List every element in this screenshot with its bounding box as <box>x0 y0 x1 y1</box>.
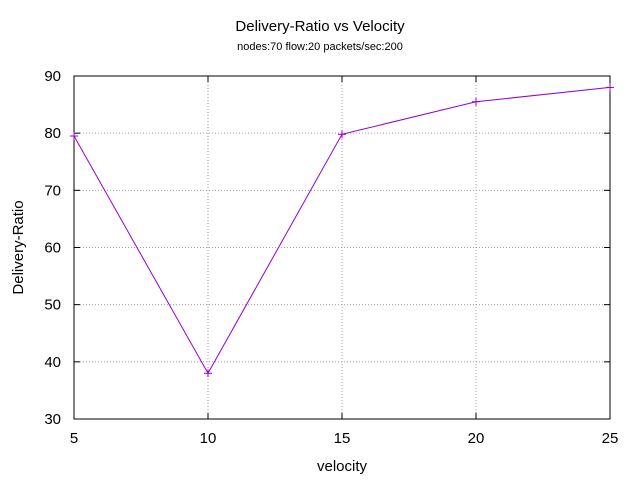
data-point-marker <box>204 369 212 378</box>
x-tick-label: 5 <box>70 430 78 447</box>
grid-lines <box>74 76 610 419</box>
data-point-marker <box>606 83 614 92</box>
y-tick-label: 60 <box>44 240 61 257</box>
series-layer <box>70 83 614 378</box>
data-point-marker <box>472 97 480 106</box>
y-tick-label: 40 <box>44 354 61 371</box>
y-tick-label: 90 <box>44 68 61 85</box>
data-point-marker <box>70 132 78 141</box>
y-tick-label: 30 <box>44 411 61 428</box>
x-tick-label: 10 <box>200 430 217 447</box>
x-tick-label: 25 <box>602 430 619 447</box>
y-tick-label: 80 <box>44 125 61 142</box>
x-tick-label: 20 <box>468 430 485 447</box>
y-axis-label: Delivery-Ratio <box>10 200 27 294</box>
x-tick-label: 15 <box>334 430 351 447</box>
y-tick-label: 70 <box>44 182 61 199</box>
x-axis-label: velocity <box>317 458 368 475</box>
chart-subtitle: nodes:70 flow:20 packets/sec:200 <box>237 41 403 53</box>
chart-title: Delivery-Ratio vs Velocity <box>235 18 405 35</box>
y-tick-label: 50 <box>44 297 61 314</box>
data-point-marker <box>338 130 346 139</box>
axis-ticks: 5 10 15 20 25 30 40 50 60 70 80 90 <box>44 68 618 447</box>
